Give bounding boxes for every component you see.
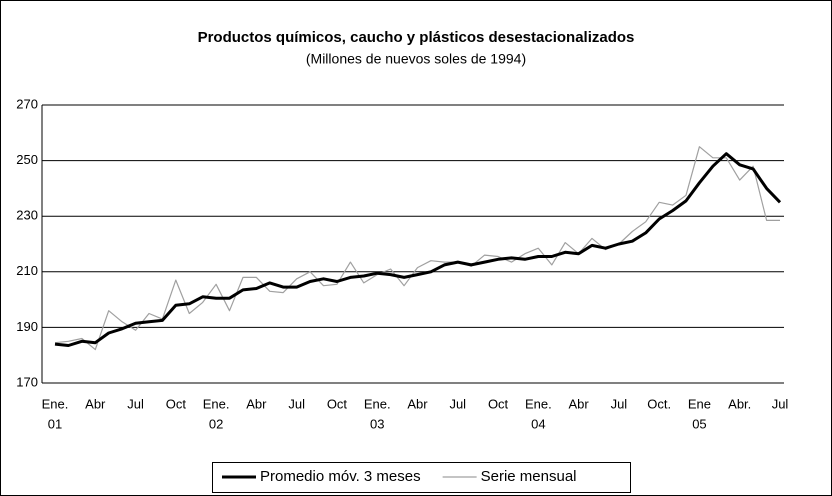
legend-box bbox=[212, 462, 631, 493]
x-tick-label: Jul bbox=[288, 396, 305, 411]
x-tick-label: Oct bbox=[327, 396, 348, 411]
x-year-label: 01 bbox=[48, 416, 62, 431]
chart-title: Productos químicos, caucho y plásticos d… bbox=[198, 29, 635, 46]
x-year-label: 02 bbox=[209, 416, 223, 431]
x-tick-label: Oct bbox=[166, 396, 187, 411]
x-year-label: 04 bbox=[531, 416, 545, 431]
x-tick-label: Ene. bbox=[42, 396, 69, 411]
y-tick-label: 190 bbox=[16, 319, 38, 334]
x-tick-label: Ene. bbox=[203, 396, 230, 411]
x-tick-label: Abr. bbox=[728, 396, 751, 411]
x-tick-label: Oct. bbox=[647, 396, 671, 411]
y-tick-label: 210 bbox=[16, 263, 38, 278]
chart-subtitle: (Millones de nuevos soles de 1994) bbox=[306, 51, 526, 67]
y-tick-label: 170 bbox=[16, 374, 38, 389]
line-series bbox=[54, 152, 782, 347]
line-series bbox=[54, 146, 780, 351]
x-tick-label: Jul bbox=[127, 396, 144, 411]
legend-label: Promedio móv. 3 meses bbox=[260, 468, 421, 485]
x-tick-label: Ene. bbox=[525, 396, 552, 411]
x-tick-label: Abr bbox=[246, 396, 267, 411]
y-tick-label: 230 bbox=[16, 208, 38, 223]
y-tick-label: 270 bbox=[16, 96, 38, 111]
x-tick-label: Abr bbox=[568, 396, 589, 411]
x-tick-label: Ene bbox=[688, 396, 711, 411]
x-tick-label: Jul bbox=[772, 396, 789, 411]
x-tick-label: Jul bbox=[611, 396, 628, 411]
x-year-label: 03 bbox=[370, 416, 384, 431]
x-tick-label: Oct bbox=[488, 396, 509, 411]
x-tick-label: Abr bbox=[407, 396, 428, 411]
x-year-label: 05 bbox=[692, 416, 706, 431]
x-tick-label: Ene. bbox=[364, 396, 391, 411]
x-tick-label: Jul bbox=[449, 396, 466, 411]
y-tick-label: 250 bbox=[16, 152, 38, 167]
legend-label: Serie mensual bbox=[481, 468, 577, 485]
x-tick-label: Abr bbox=[85, 396, 106, 411]
